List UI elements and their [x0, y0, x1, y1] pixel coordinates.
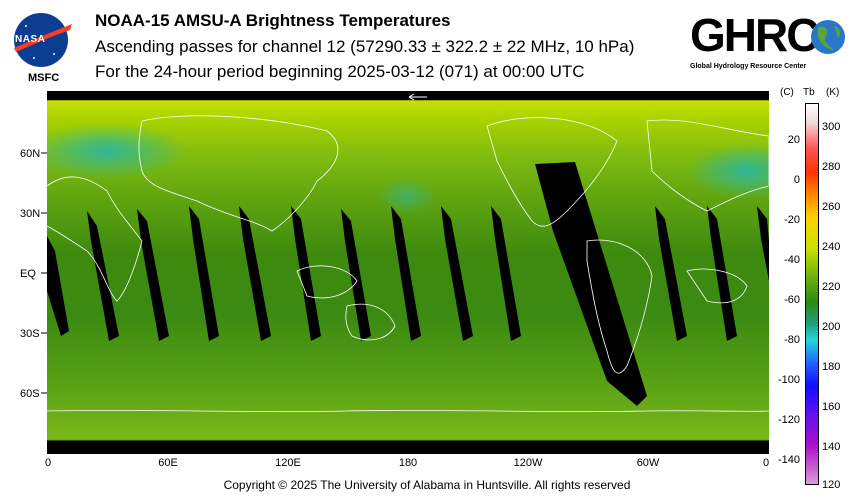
cold-region-europe: [687, 143, 769, 199]
colorbar-celsius-tick: -120: [777, 414, 800, 426]
colorbar-celsius-tick: -60: [784, 294, 800, 306]
ghrc-logo: GHRC: [690, 9, 819, 61]
lat-label-30n: 30N: [20, 208, 41, 220]
brightness-temperature-map: [47, 91, 769, 454]
colorbar: [805, 103, 819, 485]
lon-label-0: 0: [44, 457, 52, 469]
colorbar-kelvin-tick: 200: [822, 321, 841, 333]
lat-label-eq: EQ: [20, 268, 36, 280]
colorbar-kelvin-tick: 160: [822, 401, 841, 413]
lon-label-180: 180: [398, 457, 418, 469]
colorbar-celsius-tick: -80: [784, 334, 800, 346]
colorbar-kelvin-tick: 220: [822, 281, 841, 293]
colorbar-celsius-tick: -100: [777, 374, 800, 386]
ghrc-subtitle: Global Hydrology Resource Center: [690, 63, 807, 70]
page-title: NOAA-15 AMSU-A Brightness Temperatures: [95, 11, 451, 30]
colorbar-celsius-tick: -140: [777, 454, 800, 466]
colorbar-kelvin-tick: 180: [822, 361, 841, 373]
lon-label-120w: 120W: [513, 457, 543, 469]
pass-direction-arrow: [408, 93, 427, 101]
colorbar-kelvin-tick: 280: [822, 161, 841, 173]
colorbar-kelvin-tick: 260: [822, 201, 841, 213]
colorbar-celsius-tick: -20: [784, 214, 800, 226]
msfc-label: MSFC: [28, 72, 60, 84]
colorbar-celsius-tick: 0: [793, 174, 800, 186]
globe-icon: [811, 20, 845, 54]
lon-label-120e: 120E: [275, 457, 301, 469]
period-subtitle: For the 24-hour period beginning 2025-03…: [95, 62, 585, 81]
lat-ticks: [41, 152, 47, 394]
nasa-logo: [14, 13, 72, 67]
colorbar-celsius-tick: 20: [787, 134, 800, 146]
cold-region-pacific: [377, 178, 437, 214]
lat-label-60n: 60N: [20, 148, 41, 160]
cold-region-north-atlantic: [47, 123, 187, 179]
colorbar-kelvin-tick: 240: [822, 241, 841, 253]
lon-label-60e: 60E: [158, 457, 178, 469]
lon-label-0-east: 0: [762, 457, 770, 469]
colorbar-kelvin-tick: 140: [822, 441, 841, 453]
copyright-footer: Copyright © 2025 The University of Alaba…: [223, 478, 631, 492]
colorbar-header-kelvin: (K): [826, 87, 840, 98]
nasa-logo-text: NASA: [15, 34, 46, 45]
lat-label-30s: 30S: [20, 328, 40, 340]
channel-subtitle: Ascending passes for channel 12 (57290.3…: [95, 37, 635, 56]
colorbar-kelvin-tick: 120: [822, 479, 841, 491]
colorbar-header-tb: Tb: [803, 87, 815, 98]
colorbar-celsius-tick: -40: [784, 254, 800, 266]
coastlines: [47, 115, 769, 412]
lon-label-60w: 60W: [636, 457, 660, 469]
colorbar-header-celsius: (C): [780, 87, 794, 98]
colorbar-kelvin-tick: 300: [822, 121, 841, 133]
lat-label-60s: 60S: [20, 388, 40, 400]
